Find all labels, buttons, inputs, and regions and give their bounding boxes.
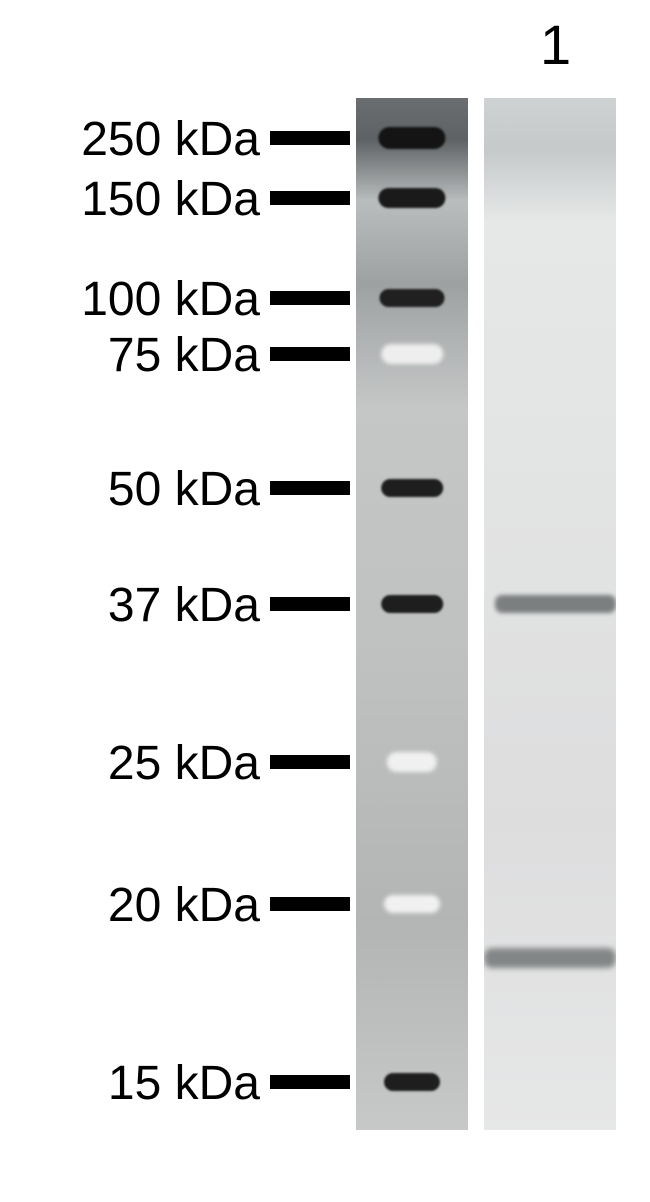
mw-tick <box>270 131 350 145</box>
mw-label: 75 kDa <box>0 328 260 383</box>
ladder-band <box>384 895 440 913</box>
mw-label: 150 kDa <box>0 172 260 227</box>
mw-tick <box>270 897 350 911</box>
ladder-band <box>387 752 437 772</box>
ladder-band <box>381 479 443 497</box>
mw-label: 250 kDa <box>0 112 260 167</box>
mw-label: 50 kDa <box>0 462 260 517</box>
western-blot-figure: 1 250 kDa150 kDa 100 kDa75 kDa 50 kDa 37 kD… <box>0 0 650 1202</box>
mw-tick <box>270 597 350 611</box>
sample-band <box>495 595 616 613</box>
ladder-band <box>381 595 443 613</box>
mw-label: 25 kDa <box>0 736 260 791</box>
mw-label: 15 kDa <box>0 1056 260 1111</box>
mw-label: 37 kDa <box>0 578 260 633</box>
mw-tick <box>270 755 350 769</box>
mw-tick <box>270 347 350 361</box>
ladder-band <box>384 1073 440 1091</box>
mw-tick <box>270 481 350 495</box>
mw-label: 100 kDa <box>0 272 260 327</box>
mw-tick <box>270 191 350 205</box>
ladder-band <box>378 188 445 208</box>
ladder-lane <box>356 98 468 1130</box>
lane-1-header: 1 <box>540 12 571 77</box>
mw-label: 20 kDa <box>0 878 260 933</box>
sample-band <box>484 948 616 968</box>
ladder-band <box>380 289 445 307</box>
mw-tick <box>270 291 350 305</box>
ladder-band <box>378 127 445 149</box>
sample-lane-1 <box>484 98 616 1130</box>
mw-tick <box>270 1075 350 1089</box>
ladder-band <box>381 344 443 364</box>
